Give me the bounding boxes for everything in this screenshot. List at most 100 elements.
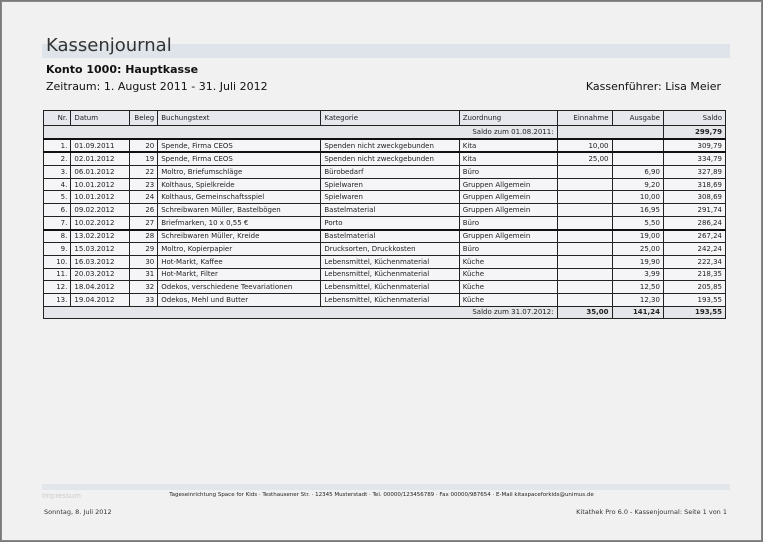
table-cell: 242,24 (662, 242, 727, 256)
table-cell: Spende, Firma CEOS (157, 151, 322, 167)
table-cell: Schreibwaren Müller, Bastelbögen (157, 203, 322, 217)
table-cell: 26 (128, 203, 159, 217)
table-cell: 3,99 (611, 267, 664, 282)
table-cell: 5,50 (611, 215, 664, 231)
table-cell: 25,00 (611, 242, 664, 256)
table-cell: 20.03.2012 (70, 267, 130, 282)
closing-einnahme: 35,00 (556, 305, 613, 320)
table-cell: Moltro, Kopierpapier (157, 242, 322, 256)
table-cell: Odekos, Mehl und Butter (157, 292, 322, 307)
table-row: 5. 10.01.2012 24 Kolthaus, Gemeinschaftsspi… (42, 190, 727, 205)
table-cell: 29 (128, 242, 159, 256)
table-cell: 19,90 (611, 254, 664, 269)
table-cell: 10.01.2012 (70, 190, 130, 205)
table-cell: 9. (42, 242, 72, 256)
table-cell: Spende, Firma CEOS (157, 138, 322, 154)
opening-saldo: 299,79 (662, 124, 727, 140)
table-cell: 16.03.2012 (70, 254, 130, 269)
table-cell: 24 (128, 190, 159, 205)
footer-page: Kitathek Pro 6.0 - Kassenjournal: Seite … (576, 508, 727, 516)
table-cell: 06.01.2012 (70, 165, 130, 179)
column-header: Buchungstext (157, 110, 322, 126)
table-cell: 23 (128, 177, 159, 192)
table-cell: Lebensmittel, Küchenmaterial (320, 292, 460, 307)
table-cell: 318,69 (662, 177, 727, 192)
footer-logo: Impressum (42, 492, 81, 500)
table-cell: Kolthaus, Gemeinschaftsspiel (157, 190, 322, 205)
table-cell: Drucksorten, Druckkosten (320, 242, 460, 256)
table-cell: Küche (458, 280, 558, 294)
column-header: Datum (70, 110, 130, 126)
table-cell: Kolthaus, Spielkreide (157, 177, 322, 192)
table-cell: 12. (42, 280, 72, 294)
table-cell: 10.02.2012 (70, 215, 130, 231)
table-cell: Spenden nicht zweckgebunden (320, 151, 460, 167)
table-row: 11. 20.03.2012 31 Hot-Markt, Filter Lebensmi… (42, 267, 727, 282)
table-row: 9. 15.03.2012 29 Moltro, Kopierpapier Drucks… (42, 242, 727, 256)
table-cell (556, 254, 613, 269)
opening-label: Saldo zum 01.08.2011: (43, 124, 558, 140)
table-cell: Lebensmittel, Küchenmaterial (320, 280, 460, 294)
table-cell: Lebensmittel, Küchenmaterial (320, 254, 460, 269)
table-cell: Küche (458, 292, 558, 307)
journal-table: Nr. Datum Beleg Buchungstext Kategorie Zuordn… (42, 110, 727, 320)
cashier-label: Kassenführer: Lisa Meier (585, 80, 721, 93)
table-cell: 4. (42, 177, 72, 192)
table-cell: 22 (128, 165, 159, 179)
table-cell: 309,79 (662, 138, 727, 154)
table-cell: 6. (42, 203, 72, 217)
table-cell: Gruppen Allgemein (458, 190, 558, 205)
table-cell: 32 (128, 280, 159, 294)
table-cell: 10.01.2012 (70, 177, 130, 192)
column-header: Ausgabe (611, 110, 664, 126)
table-cell: 222,34 (662, 254, 727, 269)
table-cell: Gruppen Allgemein (458, 177, 558, 192)
table-cell: 193,55 (662, 292, 727, 307)
table-cell: Odekos, verschiedene Teevariationen (157, 280, 322, 294)
table-row: 1. 01.09.2011 20 Spende, Firma CEOS Spenden … (42, 138, 727, 154)
table-cell: 18.04.2012 (70, 280, 130, 294)
table-cell: Gruppen Allgemein (458, 228, 558, 244)
table-cell: 19.04.2012 (70, 292, 130, 307)
table-cell: Hot-Markt, Filter (157, 267, 322, 282)
table-cell: 01.09.2011 (70, 138, 130, 154)
footer-bar (42, 484, 730, 490)
closing-label: Saldo zum 31.07.2012: (43, 305, 558, 320)
table-cell: 12,50 (611, 280, 664, 294)
table-cell: 28 (128, 228, 159, 244)
table-cell: Büro (458, 215, 558, 231)
table-cell: 10. (42, 254, 72, 269)
table-cell: 19 (128, 151, 159, 167)
table-cell: Kita (458, 138, 558, 154)
period-label: Zeitraum: 1. August 2011 - 31. Juli 2012 (46, 80, 268, 93)
table-cell (611, 138, 664, 154)
table-cell (556, 177, 613, 192)
table-cell: Schreibwaren Müller, Kreide (157, 228, 322, 244)
table-cell: 291,74 (662, 203, 727, 217)
table-row: 12. 18.04.2012 32 Odekos, verschiedene Teev… (42, 280, 727, 294)
table-cell (556, 280, 613, 294)
table-cell: 11. (42, 267, 72, 282)
table-cell: Moltro, Briefumschläge (157, 165, 322, 179)
table-cell (611, 151, 664, 167)
table-cell (556, 165, 613, 179)
opening-balance-row: Saldo zum 01.08.2011: 299,79 (43, 124, 727, 140)
table-row: 4. 10.01.2012 23 Kolthaus, Spielkreide Spiel… (42, 177, 727, 192)
table-cell: Porto (320, 215, 460, 231)
table-cell: 16,95 (611, 203, 664, 217)
table-cell: Büro (458, 165, 558, 179)
table-cell: 02.01.2012 (70, 151, 130, 167)
table-row: 13. 19.04.2012 33 Odekos, Mehl und Butter Le… (42, 292, 727, 307)
table-cell: Kita (458, 151, 558, 167)
table-cell: 6,90 (611, 165, 664, 179)
table-cell: 31 (128, 267, 159, 282)
column-header: Einnahme (556, 110, 613, 126)
page-title: Kassenjournal (46, 35, 172, 56)
column-header: Nr. (42, 110, 72, 126)
table-cell: 12,30 (611, 292, 664, 307)
table-cell: Küche (458, 254, 558, 269)
table-cell: Küche (458, 267, 558, 282)
table-cell: 327,89 (662, 165, 727, 179)
table-cell: 27 (128, 215, 159, 231)
